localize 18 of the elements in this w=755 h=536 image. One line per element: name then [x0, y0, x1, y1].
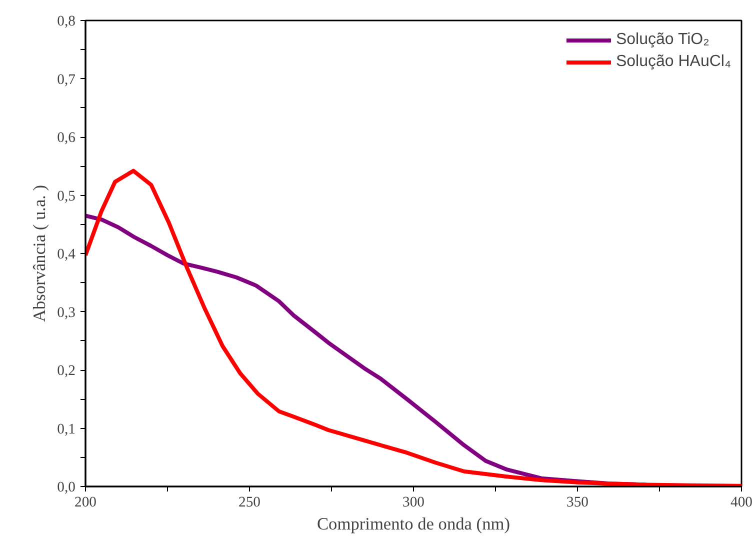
- y-tick-label: 0,5: [57, 188, 76, 204]
- legend-label: Solução TiO₂: [616, 31, 710, 49]
- y-tick-label: 0,1: [57, 421, 76, 438]
- x-axis-title: Comprimento de onda (nm): [317, 514, 510, 534]
- x-tick-label: 250: [238, 494, 260, 510]
- y-axis-title: Absorvância ( u.a. ): [30, 184, 50, 322]
- y-tick-label: 0,7: [57, 72, 76, 88]
- y-tick-label: 0,2: [57, 363, 76, 379]
- y-tick-label: 0,4: [57, 246, 76, 262]
- y-tick-label: 0,0: [57, 480, 76, 496]
- legend-label: Solução HAuCl₄: [616, 53, 731, 71]
- y-tick-label: 0,8: [57, 14, 76, 30]
- x-tick-label: 300: [402, 494, 424, 510]
- y-tick-label: 0,6: [57, 130, 76, 146]
- x-tick-label: 350: [566, 494, 588, 510]
- x-tick-label: 400: [730, 494, 752, 510]
- x-tick-label: 200: [74, 494, 96, 510]
- y-tick-label: 0,3: [57, 304, 76, 321]
